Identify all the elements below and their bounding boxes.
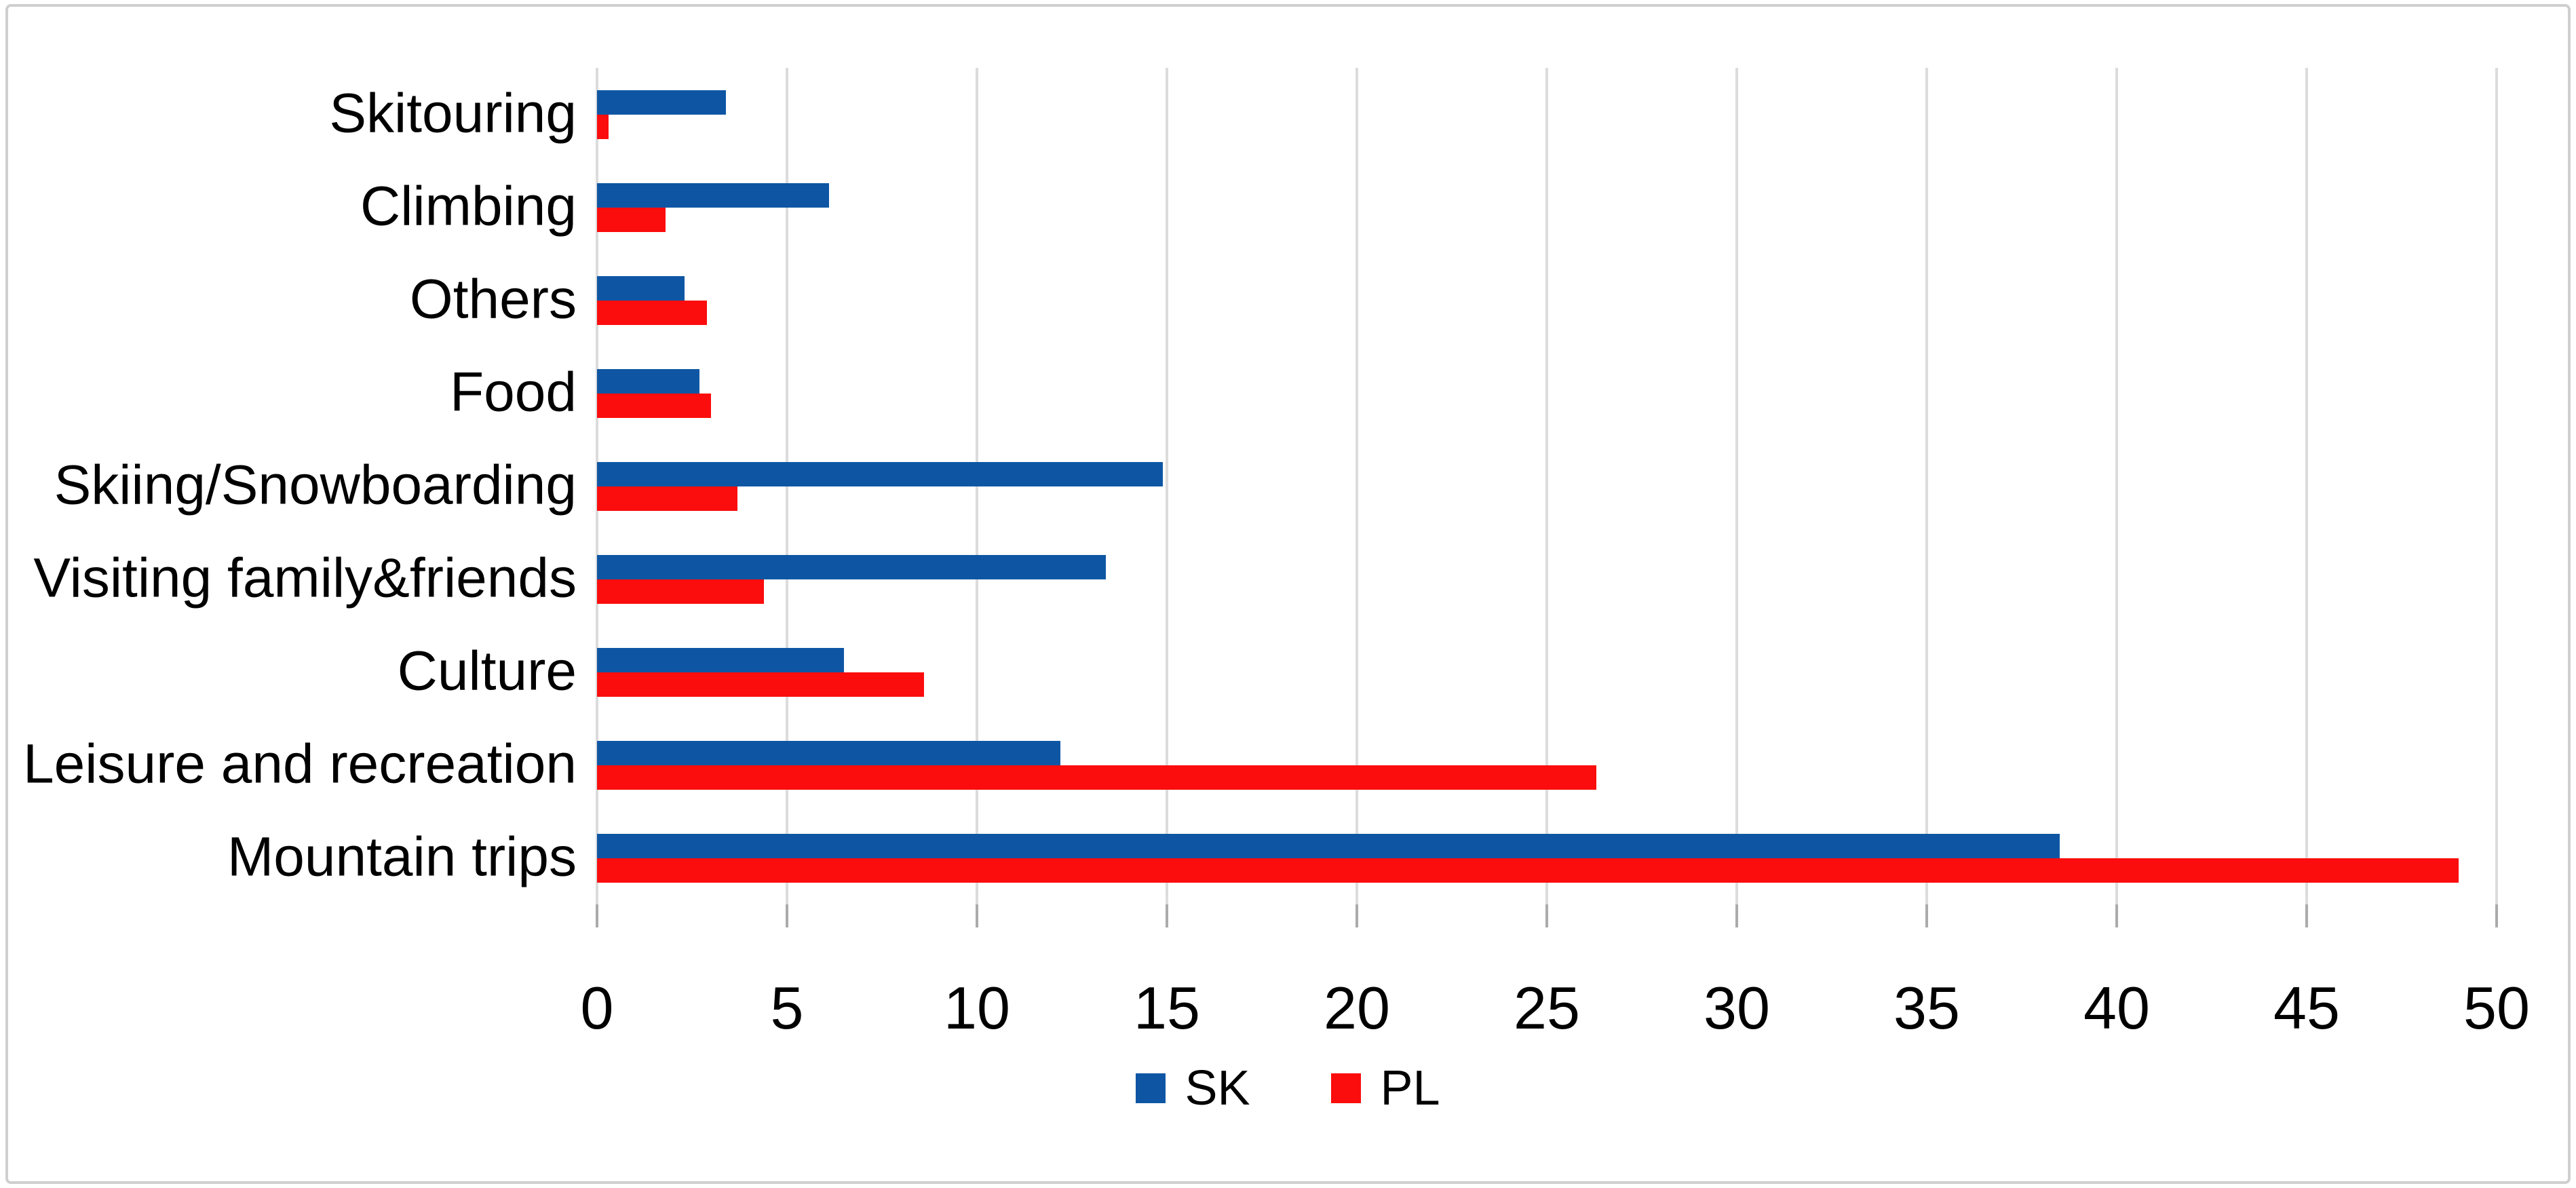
bar-pl-4 <box>597 486 737 511</box>
bar-sk-6 <box>597 648 844 672</box>
category-label: Climbing <box>360 174 577 237</box>
legend: SK PL <box>0 1064 2576 1113</box>
gridline-25 <box>1545 68 1548 904</box>
category-label: Culture <box>397 639 577 702</box>
gridline-45 <box>2305 68 2308 904</box>
bar-pl-8 <box>597 858 2459 883</box>
axis-tick-15 <box>1166 904 1168 927</box>
bar-pl-1 <box>597 208 666 232</box>
gridline-50 <box>2495 68 2498 904</box>
x-tick-label-20: 20 <box>1324 974 1390 1041</box>
category-label: Visiting family&friends <box>33 546 577 609</box>
gridline-35 <box>1925 68 1928 904</box>
axis-tick-40 <box>2115 904 2118 927</box>
bar-pl-2 <box>597 301 707 325</box>
bar-sk-8 <box>597 834 2060 858</box>
category-label: Skiing/Snowboarding <box>54 453 577 516</box>
bar-pl-7 <box>597 765 1596 790</box>
axis-tick-5 <box>786 904 788 927</box>
x-tick-label-35: 35 <box>1893 974 1960 1041</box>
gridline-20 <box>1356 68 1358 904</box>
plot-area <box>596 68 2498 927</box>
axis-tick-0 <box>596 904 598 927</box>
x-tick-label-30: 30 <box>1704 974 1770 1041</box>
legend-label-pl: PL <box>1380 1061 1440 1115</box>
category-label: Others <box>409 267 577 330</box>
gridline-40 <box>2115 68 2118 904</box>
axis-tick-25 <box>1545 904 1548 927</box>
category-label: Leisure and recreation <box>23 732 577 794</box>
bar-sk-0 <box>597 90 726 115</box>
bar-sk-7 <box>597 741 1060 765</box>
gridline-15 <box>1166 68 1168 904</box>
legend-item-pl: PL <box>1331 1064 1440 1113</box>
bar-sk-4 <box>597 462 1163 486</box>
legend-item-sk: SK <box>1136 1064 1250 1113</box>
x-tick-label-15: 15 <box>1134 974 1200 1041</box>
axis-tick-35 <box>1925 904 1928 927</box>
x-tick-label-40: 40 <box>2083 974 2150 1041</box>
category-label: Mountain trips <box>227 825 577 887</box>
axis-tick-50 <box>2495 904 2498 927</box>
bar-pl-6 <box>597 672 924 697</box>
bar-pl-5 <box>597 579 764 604</box>
legend-swatch-pl <box>1331 1073 1362 1103</box>
axis-tick-30 <box>1735 904 1738 927</box>
bar-sk-5 <box>597 555 1106 579</box>
gridline-30 <box>1735 68 1738 904</box>
category-label: Food <box>450 360 577 423</box>
bar-sk-1 <box>597 183 829 208</box>
x-tick-label-0: 0 <box>580 974 614 1041</box>
legend-label-sk: SK <box>1185 1061 1250 1115</box>
x-tick-label-45: 45 <box>2273 974 2340 1041</box>
bar-pl-0 <box>597 115 609 139</box>
x-tick-label-50: 50 <box>2463 974 2530 1041</box>
bar-sk-3 <box>597 369 699 394</box>
axis-tick-20 <box>1356 904 1358 927</box>
legend-swatch-sk <box>1136 1073 1166 1103</box>
x-tick-label-5: 5 <box>770 974 804 1041</box>
category-label: Skitouring <box>329 81 577 144</box>
x-tick-label-25: 25 <box>1514 974 1580 1041</box>
axis-tick-10 <box>976 904 978 927</box>
axis-tick-45 <box>2305 904 2308 927</box>
x-tick-label-10: 10 <box>944 974 1010 1041</box>
bar-sk-2 <box>597 276 685 301</box>
bar-pl-3 <box>597 394 711 418</box>
